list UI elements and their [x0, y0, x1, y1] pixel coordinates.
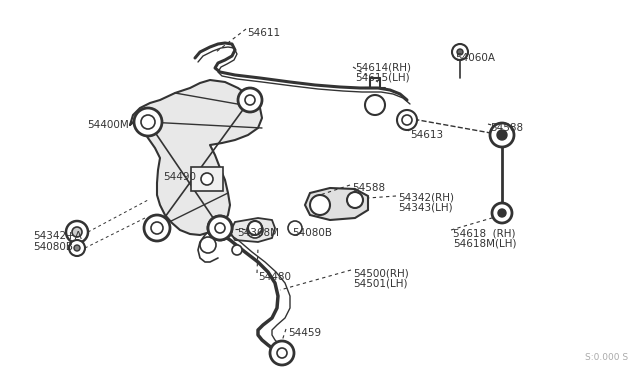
Circle shape: [365, 95, 385, 115]
Text: 54080B: 54080B: [33, 242, 73, 252]
Polygon shape: [130, 80, 262, 235]
Circle shape: [72, 227, 82, 237]
Text: 54588: 54588: [352, 183, 385, 193]
Text: 54611: 54611: [247, 28, 280, 38]
Circle shape: [270, 341, 294, 365]
Polygon shape: [230, 218, 275, 242]
FancyBboxPatch shape: [191, 167, 223, 191]
Text: 54459: 54459: [288, 328, 321, 338]
Circle shape: [452, 44, 468, 60]
Text: 54343(LH): 54343(LH): [398, 203, 452, 213]
Text: 54501(LH): 54501(LH): [353, 278, 408, 288]
Text: 54342+A: 54342+A: [33, 231, 82, 241]
Polygon shape: [305, 188, 368, 220]
Circle shape: [457, 49, 463, 55]
Circle shape: [232, 245, 242, 255]
Circle shape: [151, 222, 163, 234]
Text: 54060A: 54060A: [455, 53, 495, 63]
Text: 54368M: 54368M: [237, 228, 279, 238]
Text: S:0.000 S: S:0.000 S: [585, 353, 628, 362]
Text: 54615(LH): 54615(LH): [355, 73, 410, 83]
Text: 54080B: 54080B: [292, 228, 332, 238]
Circle shape: [247, 222, 263, 238]
Circle shape: [490, 123, 514, 147]
Circle shape: [215, 223, 225, 233]
Circle shape: [402, 115, 412, 125]
Text: 54613: 54613: [410, 130, 443, 140]
Circle shape: [245, 95, 255, 105]
Circle shape: [498, 209, 506, 217]
Circle shape: [74, 245, 80, 251]
Circle shape: [66, 221, 88, 243]
Circle shape: [310, 195, 330, 215]
Text: 54588: 54588: [490, 123, 523, 133]
Circle shape: [208, 216, 232, 240]
Text: 54400M: 54400M: [87, 120, 129, 130]
Circle shape: [288, 221, 302, 235]
Circle shape: [497, 130, 507, 140]
Circle shape: [200, 237, 216, 253]
Circle shape: [134, 108, 162, 136]
Text: 54618M(LH): 54618M(LH): [453, 239, 516, 249]
Circle shape: [144, 215, 170, 241]
Circle shape: [69, 240, 85, 256]
Circle shape: [208, 216, 232, 240]
Circle shape: [397, 110, 417, 130]
Text: 54480: 54480: [258, 272, 291, 282]
Text: 54618  (RH): 54618 (RH): [453, 228, 515, 238]
Text: 54490: 54490: [163, 172, 196, 182]
Text: 54500(RH): 54500(RH): [353, 268, 409, 278]
Text: 54342(RH): 54342(RH): [398, 193, 454, 203]
Circle shape: [277, 348, 287, 358]
Circle shape: [201, 173, 213, 185]
Circle shape: [492, 203, 512, 223]
Text: 54614(RH): 54614(RH): [355, 63, 411, 73]
Circle shape: [248, 221, 262, 235]
Circle shape: [141, 115, 155, 129]
Circle shape: [238, 88, 262, 112]
Circle shape: [215, 223, 225, 233]
Circle shape: [347, 192, 363, 208]
